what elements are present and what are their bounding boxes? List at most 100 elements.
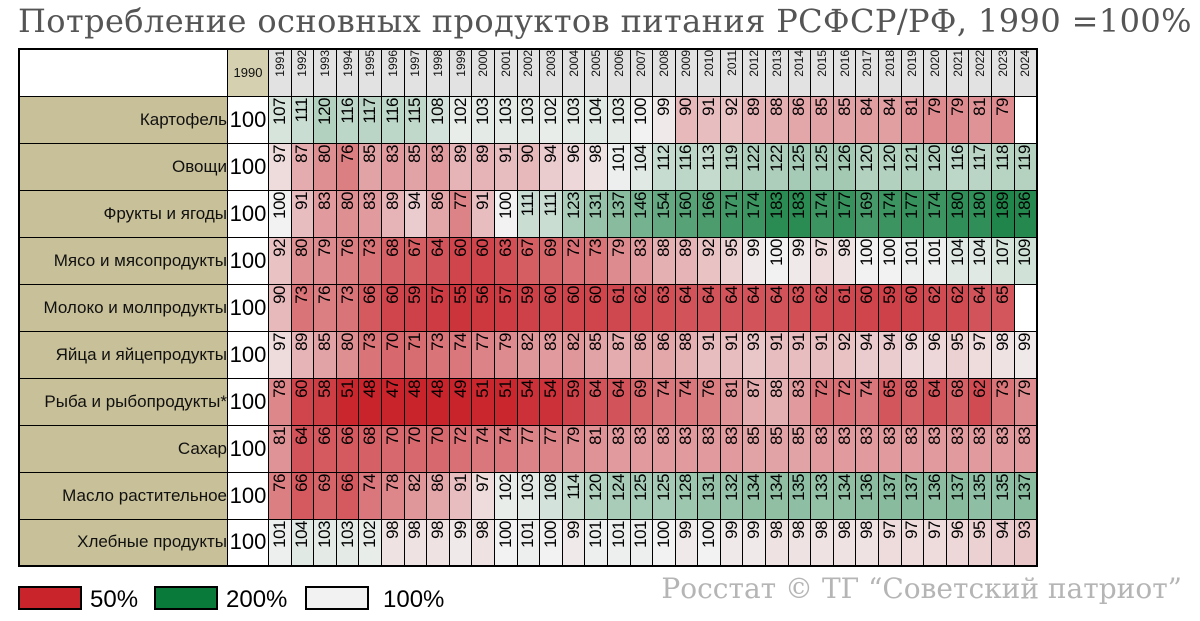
heatmap-cell [1013, 283, 1038, 332]
heatmap-cell: 136 [923, 471, 947, 520]
heatmap-cell: 66 [335, 424, 360, 473]
heatmap-cell: 73 [358, 330, 382, 379]
cell-value: 88 [676, 332, 696, 351]
cell-value: 174 [879, 191, 899, 219]
cell-value: 62 [947, 285, 967, 304]
year-header: 2009 [674, 48, 699, 97]
heatmap-cell: 59 [561, 377, 586, 426]
heatmap-cell: 70 [426, 424, 450, 473]
heatmap-cell: 101 [584, 518, 608, 567]
year-header: 2012 [742, 48, 767, 97]
cell-value: 103 [608, 97, 628, 125]
heatmap-cell: 87 [606, 330, 631, 379]
cell-value: 86 [789, 97, 809, 116]
cell-value: 103 [495, 97, 515, 125]
cell-value: 70 [382, 332, 402, 351]
heatmap-cell: 85 [358, 142, 382, 191]
heatmap-cell: 73 [290, 283, 315, 332]
heatmap-cell: 98 [832, 236, 857, 285]
cell-value: 80 [337, 191, 357, 210]
heatmap-cell: 93 [1013, 518, 1038, 567]
row-label: Сахар [18, 424, 228, 473]
cell-value: 72 [563, 238, 583, 257]
year-header: 1994 [335, 48, 360, 97]
cell-value: 134 [766, 473, 786, 501]
cell-value: 83 [834, 426, 854, 445]
cell-value: 125 [789, 144, 809, 172]
cell-value: 98 [789, 520, 809, 539]
heatmap-cell: 80 [313, 142, 337, 191]
heatmap-cell: 81 [900, 95, 925, 144]
cell-value: 131 [586, 191, 606, 219]
cell-value: 86 [631, 332, 651, 351]
heatmap-cell: 103 [335, 518, 360, 567]
heatmap-cell: 72 [810, 377, 834, 426]
cell-value: 97 [970, 332, 990, 351]
cell-value: 91 [721, 332, 741, 351]
heatmap-cell: 137 [606, 189, 631, 238]
cell-value: 87 [608, 332, 628, 351]
cell-value: 133 [812, 473, 832, 501]
cell-value: 136 [857, 473, 877, 501]
cell-value: 97 [269, 332, 289, 351]
heatmap-cell: 94 [878, 330, 902, 379]
heatmap-cell: 104 [584, 95, 608, 144]
heatmap-cell: 64 [719, 283, 744, 332]
cell-value: 68 [902, 379, 922, 398]
heatmap-cell: 77 [471, 330, 495, 379]
base-value-cell: 100 [227, 518, 269, 567]
heatmap-cell: 180 [945, 189, 970, 238]
heatmap-cell: 99 [652, 95, 676, 144]
heatmap-cell: 66 [358, 283, 382, 332]
heatmap-cell: 85 [742, 424, 767, 473]
cell-value: 73 [992, 379, 1012, 398]
heatmap-cell: 119 [1013, 142, 1038, 191]
heatmap-cell: 62 [945, 283, 970, 332]
heatmap-cell: 103 [561, 95, 586, 144]
heatmap-cell: 82 [516, 330, 541, 379]
heatmap-cell: 54 [539, 377, 563, 426]
heatmap-cell: 96 [945, 518, 970, 567]
heatmap-cell: 100 [765, 236, 789, 285]
cell-value: 117 [970, 144, 990, 171]
heatmap-cell: 95 [945, 330, 970, 379]
cell-value: 77 [518, 426, 538, 445]
heatmap-cell: 95 [968, 518, 992, 567]
heatmap-cell: 58 [313, 377, 337, 426]
year-header: 2016 [832, 48, 857, 97]
cell-value: 180 [970, 191, 990, 219]
heatmap-cell: 135 [787, 471, 812, 520]
cell-value: 80 [337, 332, 357, 351]
cell-value: 120 [879, 144, 899, 172]
heatmap-cell: 78 [380, 471, 405, 520]
cell-value: 118 [992, 144, 1012, 171]
cell-value: 102 [450, 97, 470, 125]
heatmap-cell: 125 [629, 471, 654, 520]
cell-value: 60 [563, 285, 583, 304]
heatmap-cell: 79 [493, 330, 518, 379]
heatmap-cell: 85 [313, 330, 337, 379]
cell-value: 64 [925, 379, 945, 398]
heatmap-cell: 83 [810, 424, 834, 473]
cell-value: 126 [834, 144, 854, 172]
cell-value: 100 [857, 238, 877, 266]
cell-value: 74 [676, 379, 696, 398]
year-header: 1998 [426, 48, 450, 97]
cell-value: 90 [518, 144, 538, 163]
cell-value: 119 [721, 144, 741, 171]
heatmap-cell: 108 [426, 95, 450, 144]
cell-value: 99 [676, 520, 696, 539]
year-header: 1995 [358, 48, 382, 97]
cell-value: 183 [766, 191, 786, 219]
heatmap-cell: 134 [742, 471, 767, 520]
table-row: Масло растительное 100 76 66 69 66 74 78 82 86 91 9… [18, 471, 1038, 520]
heatmap-cell: 180 [968, 189, 992, 238]
cell-value: 99 [789, 238, 809, 257]
heatmap-cell: 85 [787, 424, 812, 473]
year-header: 2011 [719, 48, 744, 97]
cell-value: 120 [586, 473, 606, 501]
cell-value: 131 [699, 473, 719, 501]
cell-value: 99 [450, 520, 470, 539]
cell-value: 70 [427, 426, 447, 445]
cell-value: 103 [473, 97, 493, 125]
